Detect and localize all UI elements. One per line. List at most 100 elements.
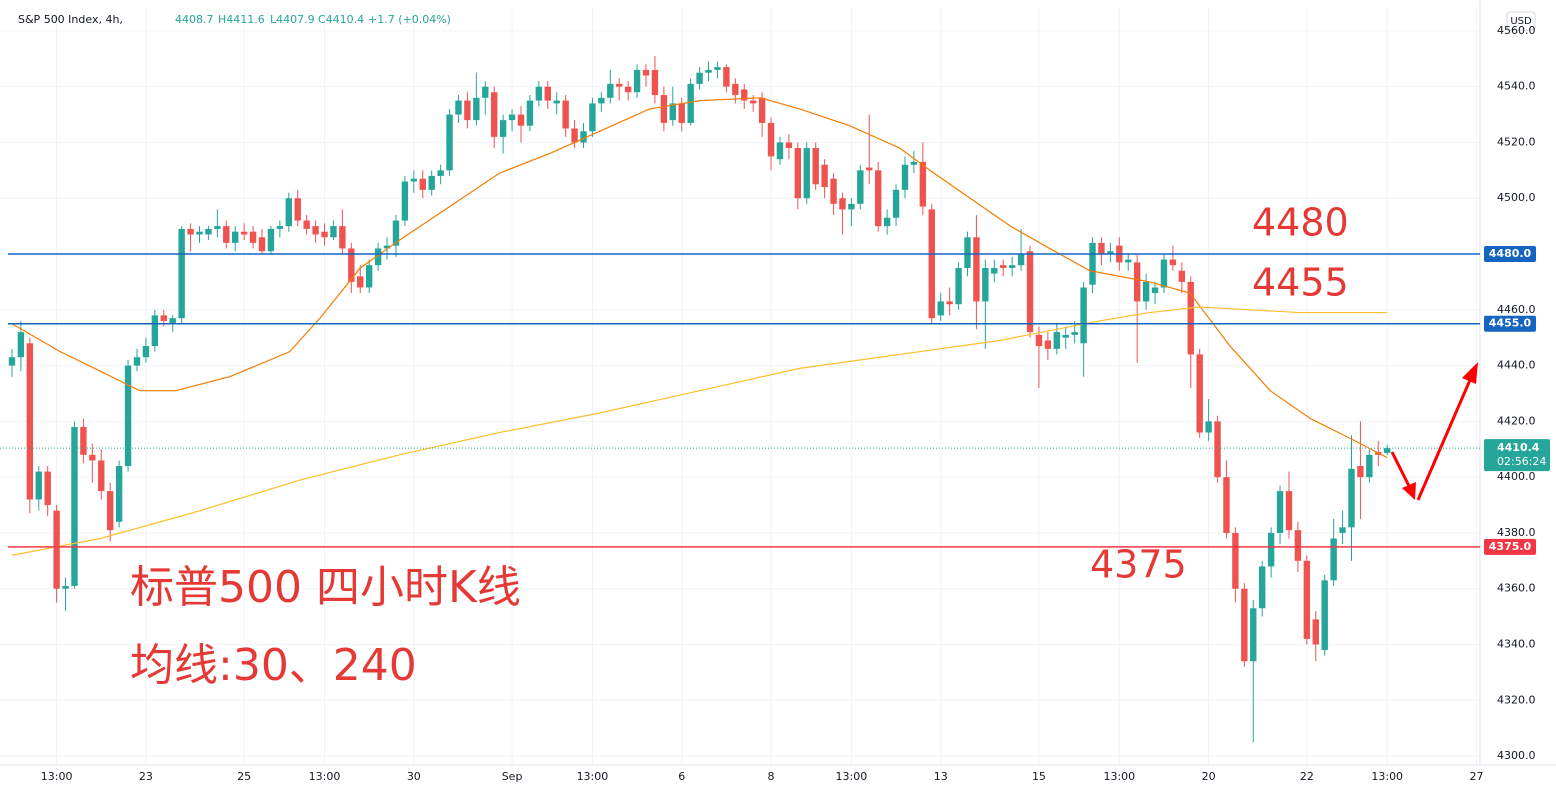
candle-body [482,86,489,98]
candle-body [1312,619,1319,645]
currency[interactable]: USD [1510,16,1532,27]
currency-box[interactable] [1506,11,1536,31]
x-tick-label: 6 [678,770,685,783]
candle-body [455,100,462,115]
candle-body [616,83,623,87]
candle-body [499,120,507,137]
candle-body [696,72,703,84]
candle-body [223,226,230,243]
candle-body [339,226,346,249]
candle-body [1339,527,1346,533]
candle-body [714,67,721,70]
candle-body [330,226,337,238]
candle-body [1294,530,1302,561]
candle-body [982,267,989,302]
candle-body [473,97,480,121]
candle-body [928,209,935,319]
candle-body [991,267,998,274]
candle-body [839,198,846,210]
candle-body [741,89,748,101]
level-annotation: 4480 [1252,201,1349,245]
candle-body [1276,491,1284,533]
candle-body [1053,332,1060,349]
candle-body [678,103,685,123]
candle-body [276,226,284,229]
candle-body [1151,287,1159,294]
x-tick-label: 13:00 [41,770,73,783]
level-tag [1484,538,1536,555]
candle-body [1160,259,1168,288]
level-tag-label: 4480.0 [1489,247,1532,260]
candle-body [892,189,900,218]
candle-body [1366,454,1373,478]
candle-body [937,301,944,316]
candle-body [553,100,560,104]
candle-body [124,365,132,466]
x-tick-label: 13:00 [836,770,868,783]
candle-body [214,226,221,229]
candle-body [178,228,185,319]
candle-body [205,228,212,235]
candle-body [535,86,543,101]
candle-body [71,426,78,586]
candle-body [910,161,918,165]
candle-body [562,100,569,129]
candle-body [785,142,793,149]
candle-body [803,148,810,199]
candle-body [1196,354,1203,433]
candle-body [365,265,373,288]
candle-body [1241,588,1248,662]
candle-body [303,220,310,229]
candle-body [848,203,855,210]
candle-body [1250,608,1257,662]
candle-body [1062,334,1069,338]
candle-body [383,245,391,249]
candle-body [106,491,114,531]
candle-body [1017,254,1025,266]
candle-body [115,465,123,522]
y-tick-label: 4540.0 [1497,80,1536,93]
candle-body [508,114,516,121]
level-tag-label: 4375.0 [1489,540,1532,553]
y-tick-label: 4560.0 [1497,24,1536,37]
candle-body [633,69,641,93]
candle-body [169,318,176,324]
candle-body [589,103,596,132]
level-annotation: 4375 [1090,543,1187,587]
candle-body [53,510,60,589]
y-tick-label: 4300.0 [1497,749,1536,762]
candle-body [1000,265,1007,268]
candle-body [348,248,355,282]
y-tick-label: 4460.0 [1497,303,1536,316]
candle-body [1187,281,1194,355]
candle-body [669,103,677,121]
candle-body [732,83,739,96]
candle-body [1080,287,1087,344]
candle-body [544,86,551,101]
candle-body [321,231,328,238]
x-tick-label: 13:00 [577,770,609,783]
candle-body [1089,242,1096,285]
arrows [1390,362,1478,501]
candle-body [80,426,87,455]
candle-body [89,454,96,461]
y-tick-label: 4420.0 [1497,414,1536,427]
y-tick-label: 4380.0 [1497,526,1536,539]
candle-body [17,332,25,358]
y-tick-label: 4340.0 [1497,638,1536,651]
candle-body [598,97,605,104]
candle-body [294,198,301,221]
candle-body [1285,491,1293,531]
ohlc-close: C4410.4 [318,13,364,26]
last-price-tag [1484,439,1550,472]
candle-body [642,69,650,76]
candle-body [705,69,712,73]
candle-body [919,161,927,207]
candle-body [1098,242,1105,255]
candle-body [624,86,632,93]
candle-body [8,357,16,366]
y-tick-label: 4520.0 [1497,135,1536,148]
candle-body [794,148,802,199]
candle-body [830,178,837,204]
